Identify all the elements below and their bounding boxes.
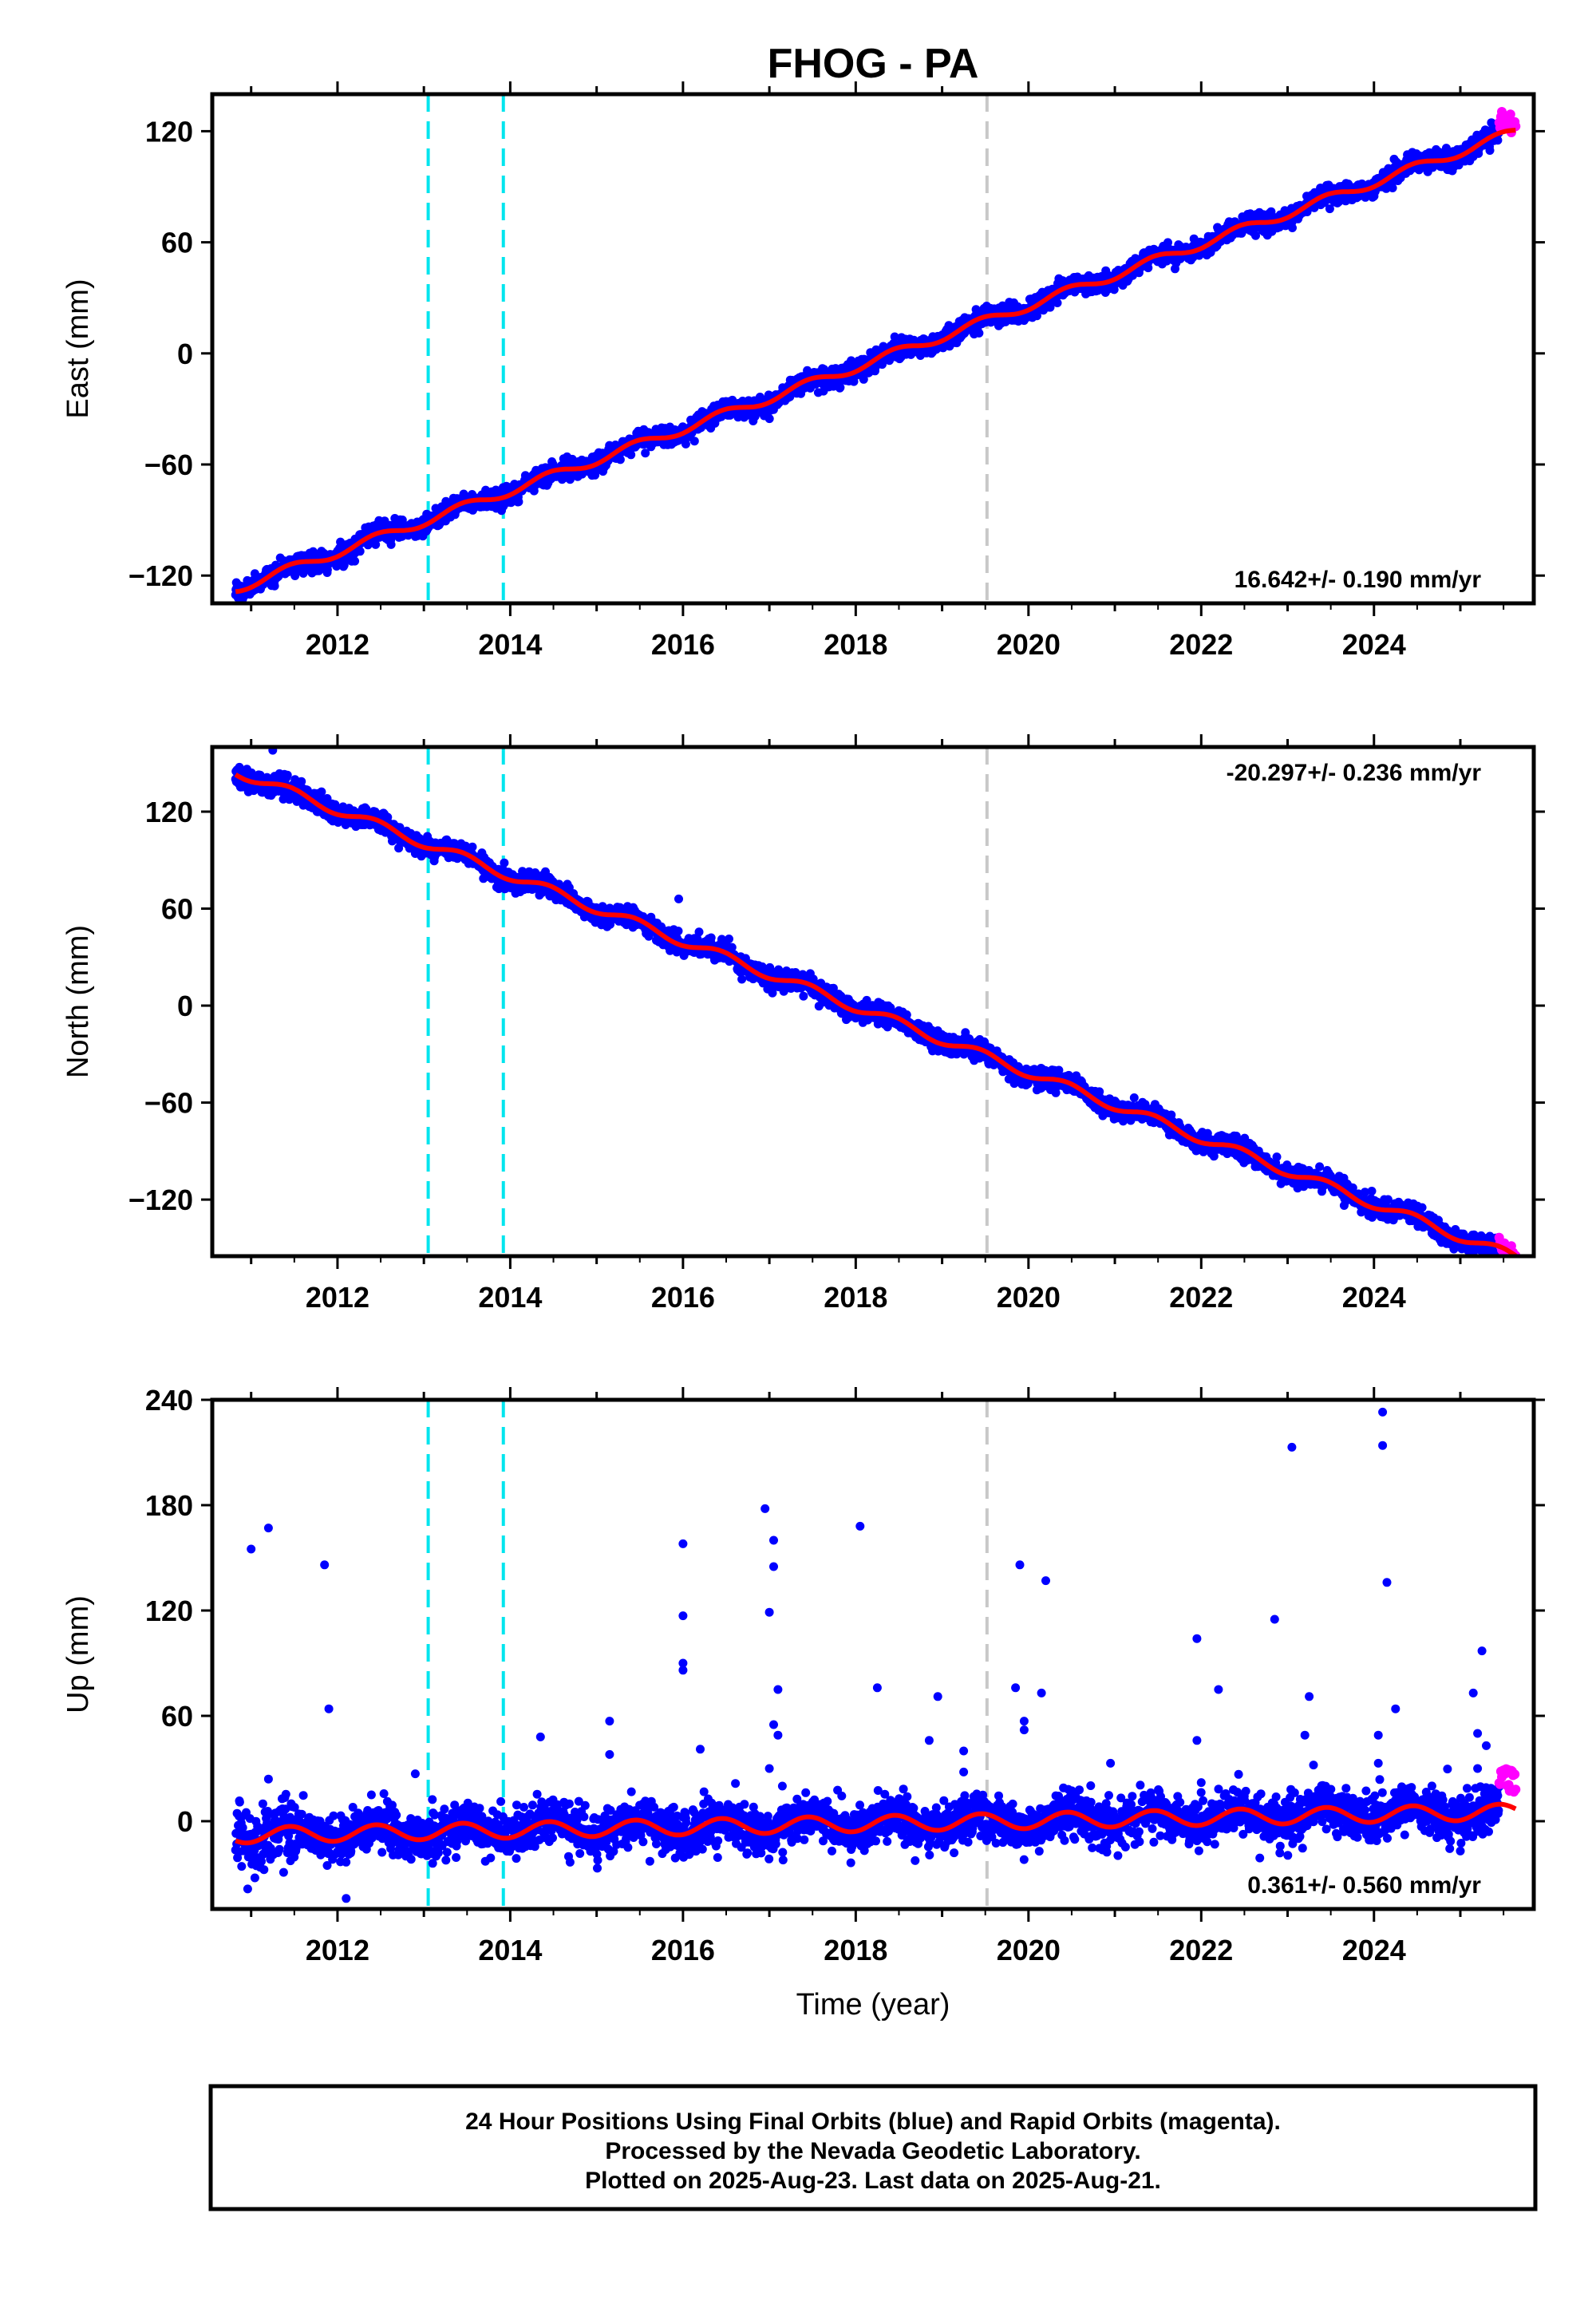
east-xtick-label: 2018 [824, 628, 887, 661]
east-y-axis-label: East (mm) [61, 279, 95, 418]
east-point [689, 437, 699, 446]
east-rapid-orbit-points [1494, 107, 1521, 137]
north-point [674, 927, 683, 936]
east-point [1163, 238, 1172, 247]
east-xtick-label: 2016 [651, 628, 715, 661]
east-point [1045, 302, 1055, 312]
east-point [1325, 204, 1334, 214]
north-plot-area [231, 747, 1521, 1256]
east-point [270, 581, 279, 591]
east-ytick-label: −60 [144, 449, 193, 481]
east-point [1288, 223, 1297, 232]
east-point [350, 556, 360, 566]
north-point [706, 933, 716, 943]
east-ytick-label: 60 [161, 227, 193, 259]
east-point [371, 539, 381, 549]
east-point [1144, 263, 1153, 273]
east-point [974, 328, 984, 338]
east-point [1251, 231, 1260, 240]
east-point [615, 455, 625, 464]
east-plot-area [231, 94, 1521, 603]
north-point [717, 935, 726, 944]
east-point [1388, 184, 1397, 192]
north-point [694, 927, 704, 937]
east-point [764, 414, 774, 424]
east-xtick-label: 2024 [1342, 628, 1406, 661]
east-point [836, 383, 845, 392]
north-point [725, 935, 733, 943]
east-ytick-label: −120 [128, 559, 193, 592]
page-title: FHOG - PA [768, 41, 979, 87]
north-point [297, 777, 306, 786]
east-point [626, 450, 636, 460]
east-point [859, 374, 868, 384]
north-point [768, 988, 777, 998]
east-panel: −120 −60 0 60 120 2012 2014 2016 2018 2020 2022 202… [61, 81, 1545, 661]
east-point [386, 539, 396, 549]
north-point [500, 858, 509, 868]
east-point [1053, 298, 1062, 307]
east-ytick-label: 0 [177, 338, 193, 370]
east-point [890, 332, 899, 342]
north-point [468, 842, 477, 852]
east-xtick-label: 2022 [1169, 628, 1233, 661]
east-final-orbit-points [231, 118, 1503, 603]
east-ytick-label: 120 [145, 115, 193, 148]
north-point [317, 787, 326, 796]
east-xtick-label: 2020 [997, 628, 1061, 661]
north-point [727, 943, 737, 952]
north-point [282, 770, 292, 780]
east-rate-label: 16.642+/- 0.190 mm/yr [1235, 567, 1482, 593]
east-point [1493, 136, 1503, 145]
east-point [514, 497, 523, 507]
east-rapid-point [1505, 109, 1515, 120]
east-model-line [235, 128, 1516, 595]
east-point [339, 560, 349, 570]
east-point [355, 547, 365, 556]
north-point [737, 974, 747, 984]
east-point [459, 489, 468, 499]
east-point [681, 439, 690, 449]
east-xtick-label: 2014 [478, 628, 542, 661]
east-axes-frame [210, 92, 1536, 606]
north-point [799, 991, 808, 1001]
east-point [1032, 311, 1041, 321]
east-point [641, 449, 650, 458]
east-xtick-label: 2012 [306, 628, 369, 661]
east-point [1485, 146, 1495, 155]
